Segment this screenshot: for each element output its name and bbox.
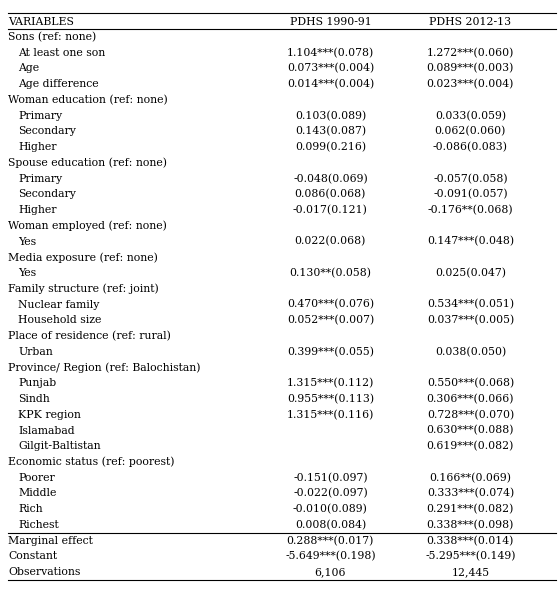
Text: 0.089***(0.003): 0.089***(0.003)	[427, 63, 514, 74]
Text: 0.073***(0.004): 0.073***(0.004)	[287, 63, 374, 74]
Text: 0.955***(0.113): 0.955***(0.113)	[287, 394, 374, 404]
Text: Secondary: Secondary	[18, 126, 76, 136]
Text: -0.151(0.097): -0.151(0.097)	[293, 473, 368, 483]
Text: 6,106: 6,106	[315, 567, 346, 577]
Text: 0.619***(0.082): 0.619***(0.082)	[427, 441, 514, 451]
Text: Yes: Yes	[18, 268, 36, 278]
Text: 1.272***(0.060): 1.272***(0.060)	[427, 48, 514, 58]
Text: Sindh: Sindh	[18, 394, 50, 404]
Text: PDHS 2012-13: PDHS 2012-13	[430, 17, 511, 27]
Text: Household size: Household size	[18, 315, 102, 325]
Text: Rich: Rich	[18, 504, 43, 514]
Text: Media exposure (ref: none): Media exposure (ref: none)	[8, 252, 158, 263]
Text: 0.147***(0.048): 0.147***(0.048)	[427, 237, 514, 247]
Text: VARIABLES: VARIABLES	[8, 17, 74, 27]
Text: -0.048(0.069): -0.048(0.069)	[293, 173, 368, 183]
Text: Middle: Middle	[18, 489, 57, 499]
Text: Woman education (ref: none): Woman education (ref: none)	[8, 95, 168, 105]
Text: 0.037***(0.005): 0.037***(0.005)	[427, 315, 514, 326]
Text: Observations: Observations	[8, 567, 81, 577]
Text: Urban: Urban	[18, 347, 53, 357]
Text: 0.470***(0.076): 0.470***(0.076)	[287, 299, 374, 310]
Text: 0.288***(0.017): 0.288***(0.017)	[287, 536, 374, 546]
Text: Nuclear family: Nuclear family	[18, 300, 100, 310]
Text: 0.728***(0.070): 0.728***(0.070)	[427, 409, 514, 420]
Text: Yes: Yes	[18, 237, 36, 247]
Text: 0.550***(0.068): 0.550***(0.068)	[427, 378, 514, 388]
Text: 0.130**(0.058): 0.130**(0.058)	[290, 268, 371, 278]
Text: Place of residence (ref: rural): Place of residence (ref: rural)	[8, 331, 171, 341]
Text: PDHS 1990-91: PDHS 1990-91	[290, 17, 371, 27]
Text: Secondary: Secondary	[18, 189, 76, 199]
Text: 1.315***(0.112): 1.315***(0.112)	[287, 378, 374, 388]
Text: Woman employed (ref: none): Woman employed (ref: none)	[8, 221, 167, 231]
Text: Sons (ref: none): Sons (ref: none)	[8, 32, 97, 42]
Text: Punjab: Punjab	[18, 378, 57, 388]
Text: -0.086(0.083): -0.086(0.083)	[433, 142, 508, 152]
Text: Poorer: Poorer	[18, 473, 55, 483]
Text: 0.062(0.060): 0.062(0.060)	[435, 126, 506, 136]
Text: Economic status (ref: poorest): Economic status (ref: poorest)	[8, 457, 175, 467]
Text: Marginal effect: Marginal effect	[8, 536, 94, 546]
Text: 0.291***(0.082): 0.291***(0.082)	[427, 504, 514, 514]
Text: 0.338***(0.014): 0.338***(0.014)	[427, 536, 514, 546]
Text: -5.649***(0.198): -5.649***(0.198)	[285, 551, 376, 562]
Text: -0.022(0.097): -0.022(0.097)	[293, 489, 368, 499]
Text: KPK region: KPK region	[18, 410, 81, 419]
Text: 0.086(0.068): 0.086(0.068)	[295, 189, 366, 199]
Text: Province/ Region (ref: Balochistan): Province/ Region (ref: Balochistan)	[8, 362, 201, 373]
Text: -0.091(0.057): -0.091(0.057)	[433, 189, 508, 199]
Text: Constant: Constant	[8, 552, 58, 562]
Text: 12,445: 12,445	[451, 567, 489, 577]
Text: 0.008(0.084): 0.008(0.084)	[295, 520, 366, 530]
Text: -5.295***(0.149): -5.295***(0.149)	[425, 551, 516, 562]
Text: 0.014***(0.004): 0.014***(0.004)	[287, 79, 374, 89]
Text: Islamabad: Islamabad	[18, 425, 75, 435]
Text: -0.057(0.058): -0.057(0.058)	[433, 173, 508, 183]
Text: 0.306***(0.066): 0.306***(0.066)	[427, 394, 514, 404]
Text: Spouse education (ref: none): Spouse education (ref: none)	[8, 158, 167, 168]
Text: 1.104***(0.078): 1.104***(0.078)	[287, 48, 374, 58]
Text: 0.103(0.089): 0.103(0.089)	[295, 110, 366, 121]
Text: -0.176**(0.068): -0.176**(0.068)	[428, 205, 513, 215]
Text: 1.315***(0.116): 1.315***(0.116)	[287, 409, 374, 420]
Text: 0.166**(0.069): 0.166**(0.069)	[430, 473, 511, 483]
Text: 0.033(0.059): 0.033(0.059)	[435, 110, 506, 121]
Text: 0.022(0.068): 0.022(0.068)	[295, 237, 366, 247]
Text: 0.052***(0.007): 0.052***(0.007)	[287, 315, 374, 326]
Text: Primary: Primary	[18, 111, 63, 120]
Text: 0.025(0.047): 0.025(0.047)	[435, 268, 506, 278]
Text: 0.338***(0.098): 0.338***(0.098)	[427, 520, 514, 530]
Text: 0.099(0.216): 0.099(0.216)	[295, 142, 366, 152]
Text: Richest: Richest	[18, 520, 59, 530]
Text: At least one son: At least one son	[18, 48, 106, 58]
Text: 0.038(0.050): 0.038(0.050)	[435, 347, 506, 357]
Text: -0.010(0.089): -0.010(0.089)	[293, 504, 368, 514]
Text: Age difference: Age difference	[18, 79, 99, 89]
Text: 0.333***(0.074): 0.333***(0.074)	[427, 489, 514, 499]
Text: Primary: Primary	[18, 173, 63, 183]
Text: Higher: Higher	[18, 142, 57, 152]
Text: 0.143(0.087): 0.143(0.087)	[295, 126, 366, 136]
Text: 0.023***(0.004): 0.023***(0.004)	[427, 79, 514, 89]
Text: Higher: Higher	[18, 205, 57, 215]
Text: Family structure (ref: joint): Family structure (ref: joint)	[8, 284, 159, 294]
Text: 0.630***(0.088): 0.630***(0.088)	[427, 425, 514, 435]
Text: 0.534***(0.051): 0.534***(0.051)	[427, 299, 514, 310]
Text: 0.399***(0.055): 0.399***(0.055)	[287, 347, 374, 357]
Text: -0.017(0.121): -0.017(0.121)	[293, 205, 368, 215]
Text: Gilgit-Baltistan: Gilgit-Baltistan	[18, 441, 101, 451]
Text: Age: Age	[18, 63, 40, 73]
